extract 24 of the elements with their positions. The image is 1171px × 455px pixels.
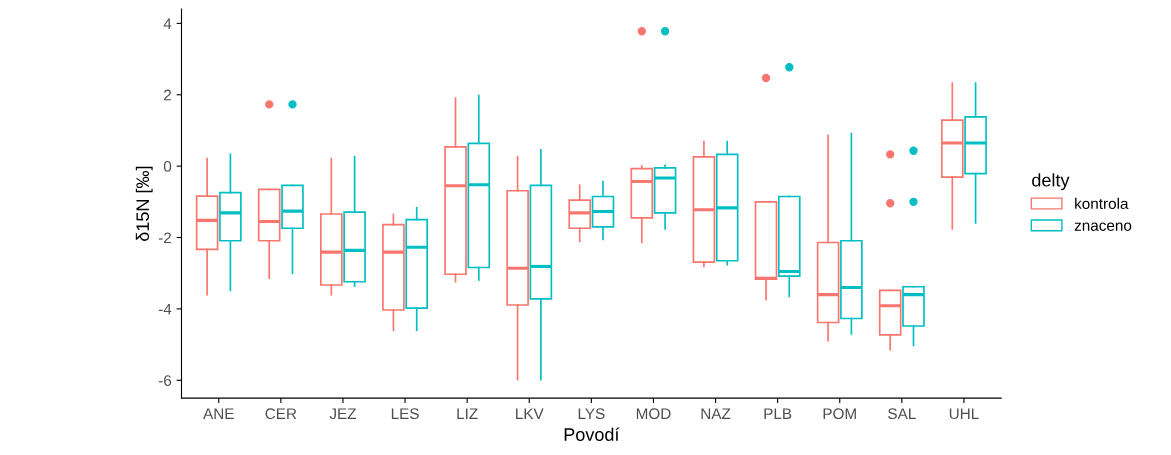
y-tick-label: 2 [164, 89, 172, 101]
y-axis-title: δ15N [‰] [135, 166, 153, 241]
x-tick-label: LYS [578, 408, 605, 420]
x-tick-label: JEZ [329, 408, 357, 420]
x-tick-label: MOD [636, 408, 671, 420]
x-tick-label: NAZ [701, 408, 731, 419]
x-tick-label: PLB [764, 408, 792, 419]
x-axis-title: Povodí [564, 427, 620, 441]
x-tick-label: LKV [516, 408, 544, 419]
x-tick-label: POM [823, 408, 856, 420]
y-tick-label: -6 [158, 375, 172, 386]
x-tick-label: LES [391, 408, 419, 420]
y-tick-label: 0 [163, 161, 172, 172]
x-tick-label: ANE [203, 408, 234, 419]
y-tick-label: -4 [158, 303, 172, 315]
x-tick-label: SAL [888, 408, 916, 420]
x-tick-label: LIZ [457, 408, 478, 419]
legend-label: kontrola [1075, 197, 1129, 210]
legend-label: znaceno [1074, 222, 1132, 231]
x-tick-label: UHL [949, 408, 979, 420]
x-tick-label: CER [265, 408, 297, 420]
legend-title: delty [1032, 173, 1070, 191]
y-tick-label: 4 [163, 18, 172, 29]
y-tick-label: -2 [158, 232, 172, 244]
